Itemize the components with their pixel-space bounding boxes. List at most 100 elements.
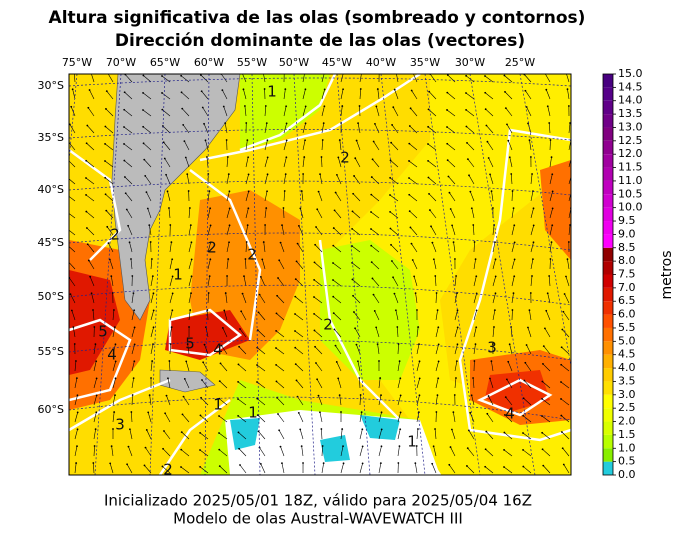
vector-head	[77, 428, 79, 430]
vector-head	[503, 449, 505, 451]
contour-label: 2	[247, 246, 257, 264]
vector-head	[227, 156, 229, 158]
colorbar-segment	[603, 74, 613, 87]
colorbar-tick-label: 4.5	[618, 348, 636, 361]
vector-head	[133, 309, 135, 311]
vector-head	[260, 276, 262, 278]
vector-head	[391, 260, 393, 262]
vector-head	[567, 88, 569, 90]
vector-head	[389, 177, 391, 179]
vector-head	[494, 309, 496, 311]
contour-label: 1	[407, 433, 417, 451]
vector-head	[332, 262, 334, 264]
vector-head	[437, 309, 439, 311]
vector-head	[452, 411, 454, 413]
vector-head	[353, 175, 355, 177]
vector-head	[276, 381, 278, 383]
vector-head	[112, 428, 114, 430]
vector-head	[144, 175, 146, 177]
colorbar-segment	[603, 395, 613, 408]
vector-head	[89, 89, 91, 91]
vector-head	[319, 173, 321, 175]
colorbar-segment	[603, 301, 613, 314]
colorbar-segment	[603, 315, 613, 328]
vector-head	[88, 260, 90, 262]
vector-head	[542, 363, 544, 365]
vector-head	[267, 156, 269, 158]
vector-head	[229, 207, 231, 209]
vector-head	[142, 126, 144, 128]
vector-head	[76, 377, 78, 379]
contour-label: 2	[207, 239, 217, 257]
vector-head	[339, 139, 341, 141]
vector-head	[276, 295, 278, 297]
vector-head	[241, 72, 243, 74]
vector-head	[261, 258, 263, 260]
colorbar-segment	[603, 141, 613, 154]
colorbar-segment	[603, 194, 613, 207]
vector-head	[87, 107, 89, 109]
vector-head	[171, 258, 173, 260]
vector-head	[161, 92, 163, 94]
vector-head	[245, 258, 247, 260]
vector-head	[123, 143, 125, 145]
vector-head	[550, 258, 552, 260]
vector-head	[285, 156, 287, 158]
vector-head	[531, 275, 533, 277]
vector-head	[379, 377, 381, 379]
vector-head	[362, 445, 364, 447]
vector-head	[466, 465, 468, 467]
vector-head	[513, 275, 515, 277]
colorbar-segment	[603, 448, 613, 461]
vector-head	[334, 329, 336, 331]
contour-label: 1	[248, 404, 258, 422]
vector-head	[336, 361, 338, 363]
vector-head	[399, 377, 401, 379]
vector-head	[360, 88, 362, 90]
vector-head	[146, 429, 148, 431]
vector-head	[284, 88, 286, 90]
colorbar-tick-label: 6.0	[618, 308, 636, 321]
vector-head	[205, 139, 207, 141]
vector-head	[361, 71, 363, 73]
vector-head	[180, 75, 182, 77]
vector-head	[283, 207, 285, 209]
vector-head	[552, 190, 554, 192]
vector-head	[548, 122, 550, 124]
vector-head	[189, 309, 191, 311]
vector-head	[374, 123, 376, 125]
vector-head	[297, 243, 299, 245]
contour-label: 4	[505, 405, 515, 423]
vector-head	[189, 207, 191, 209]
vector-head	[151, 258, 153, 260]
vector-head	[298, 225, 300, 227]
vector-head	[456, 360, 458, 362]
lat-label: 40°S	[38, 183, 64, 196]
vector-head	[183, 396, 185, 398]
vector-head	[240, 310, 242, 312]
vector-head	[391, 124, 393, 126]
vector-head	[186, 173, 188, 175]
vector-head	[247, 207, 249, 209]
vector-head	[130, 258, 132, 260]
vector-head	[286, 122, 288, 124]
vector-head	[548, 275, 550, 277]
vector-head	[208, 190, 210, 192]
vector-head	[319, 411, 321, 413]
colorbar-tick-label: 14.5	[618, 80, 643, 93]
vector-head	[362, 462, 364, 464]
vector-head	[128, 446, 130, 448]
vector-head	[72, 326, 74, 328]
contour-label: 2	[323, 316, 333, 334]
vector-head	[208, 292, 210, 294]
colorbar-tick-label: 13.5	[618, 107, 643, 120]
vector-head	[152, 275, 154, 277]
vector-head	[435, 411, 437, 413]
vector-head	[94, 445, 96, 447]
vector-head	[375, 327, 377, 329]
vector-head	[294, 296, 296, 298]
vector-head	[150, 377, 152, 379]
vector-head	[218, 449, 220, 451]
vector-head	[66, 177, 68, 179]
vector-head	[294, 347, 296, 349]
